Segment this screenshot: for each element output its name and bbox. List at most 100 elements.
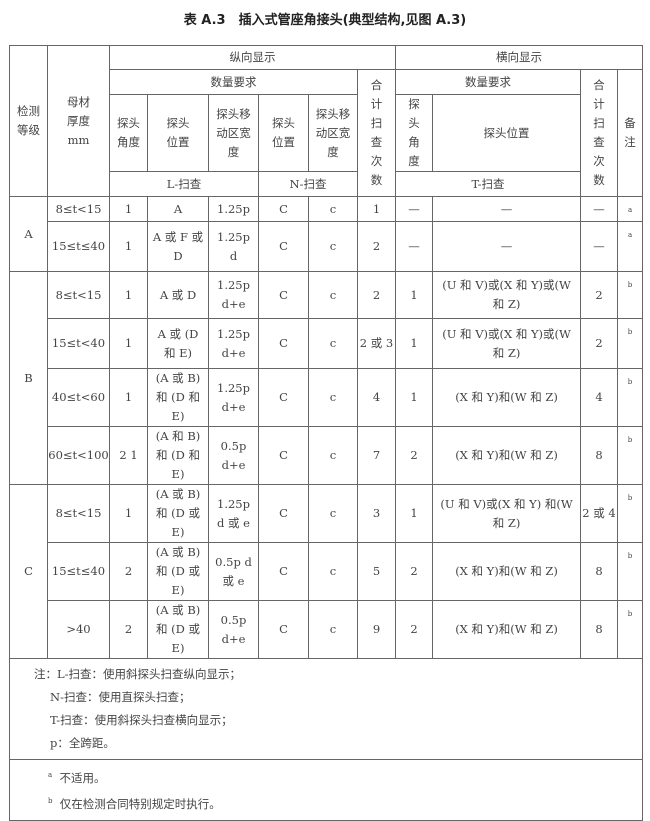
tangle-cell: 1 (395, 484, 434, 543)
nmove-cell: c (308, 542, 358, 601)
header-n-probe-move: 探头移动区宽度 (308, 94, 358, 172)
note-cell: b (617, 426, 644, 485)
npos-cell: C (258, 600, 309, 659)
header-thickness: 母材厚度 mm (47, 45, 110, 197)
header-t-probe-angle: 探头角度 (395, 94, 434, 172)
t-cell: 15≤t≤40 (47, 221, 110, 272)
npos-cell: C (258, 368, 309, 427)
pos-cell: (A 或 B)和 (D 或 E) (147, 600, 209, 659)
npos-cell: C (258, 484, 309, 543)
note-cell: a (617, 196, 644, 222)
ttotal-cell: 2 (580, 318, 619, 369)
header-grade: 检测等级 (9, 45, 48, 197)
npos-cell: C (258, 426, 309, 485)
total-cell: 2 (356, 221, 397, 272)
t-cell: 15≤t≤40 (47, 542, 110, 601)
nmove-cell: c (308, 426, 358, 485)
total-cell: 1 (356, 196, 397, 222)
header-n-scan: N-扫查 (258, 171, 358, 197)
note-cell: b (617, 368, 644, 427)
tangle-cell: 2 (395, 542, 434, 601)
nmove-cell: c (308, 368, 358, 427)
angle-cell: 1 (109, 196, 148, 222)
tangle-cell: 1 (395, 271, 434, 319)
nmove-cell: c (308, 196, 358, 222)
tpos-cell: — (432, 196, 582, 222)
header-t-total: 合计扫查次数 (580, 69, 619, 197)
t-cell: 8≤t<15 (47, 271, 110, 319)
total-cell: 7 (356, 426, 397, 485)
tangle-cell: 2 (395, 426, 434, 485)
note-cell: b (617, 484, 644, 543)
ttotal-cell: 2 (580, 271, 619, 319)
note-line: p：全跨距。 (50, 736, 115, 750)
grade-cell: B (9, 271, 48, 485)
note-cell: b (617, 271, 644, 319)
ttotal-cell: 8 (580, 426, 619, 485)
ttotal-cell: 8 (580, 600, 619, 659)
angle-cell: 1 (109, 271, 148, 319)
header-transverse: 横向显示 (395, 45, 644, 70)
note-cell: b (617, 318, 644, 369)
move-cell: 1.25p d (208, 221, 259, 272)
total-cell: 2 或 3 (356, 318, 397, 369)
nmove-cell: c (308, 271, 358, 319)
tangle-cell: 2 (395, 600, 434, 659)
move-cell: 0.5p d 或 e (208, 542, 259, 601)
header-longitudinal: 纵向显示 (108, 45, 397, 70)
pos-cell: (A 或 B)和 (D 或 E) (147, 542, 209, 601)
tangle-cell: — (395, 221, 434, 272)
angle-cell: 1 (109, 221, 148, 272)
header-n-probe-position: 探头位置 (258, 94, 309, 172)
header-probe-angle: 探头角度 (109, 94, 148, 172)
note-cell: a (617, 221, 644, 272)
tpos-cell: — (432, 221, 582, 272)
pos-cell: A 或 (D 和 E) (147, 318, 209, 369)
tpos-cell: (U 和 V)或(X 和 Y)或(W 和 Z) (432, 318, 582, 369)
note-cell: b (617, 542, 644, 601)
ttotal-cell: 2 或 4 (580, 484, 619, 543)
footnote: b 仅在检测合同特别规定时执行。 (48, 796, 221, 811)
header-t-probe-position: 探头位置 (432, 94, 582, 172)
pos-cell: A (147, 196, 209, 222)
move-cell: 1.25p d+e (208, 318, 259, 369)
nmove-cell: c (308, 484, 358, 543)
total-cell: 5 (356, 542, 397, 601)
tpos-cell: (X 和 Y)和(W 和 Z) (432, 368, 582, 427)
ttotal-cell: 4 (580, 368, 619, 427)
angle-cell: 1 (109, 484, 148, 543)
ttotal-cell: 8 (580, 542, 619, 601)
npos-cell: C (258, 271, 309, 319)
note-cell: b (617, 600, 644, 659)
nmove-cell: c (308, 600, 358, 659)
t-cell: 40≤t<60 (47, 368, 110, 427)
inspection-table: 检测等级 母材厚度 mm 纵向显示 横向显示 数量要求 合计扫查次数 数量要求 … (8, 45, 644, 821)
angle-cell: 2 (109, 542, 148, 601)
header-probe-position: 探头位置 (147, 94, 209, 172)
tangle-cell: 1 (395, 368, 434, 427)
angle-cell: 1 (109, 368, 148, 427)
grade-cell: A (9, 196, 48, 272)
tpos-cell: (X 和 Y)和(W 和 Z) (432, 600, 582, 659)
note-line: T-扫查：使用斜探头扫查横向显示； (50, 713, 233, 727)
t-cell: 8≤t<15 (47, 484, 110, 543)
npos-cell: C (258, 196, 309, 222)
t-cell: >40 (47, 600, 110, 659)
move-cell: 0.5p d+e (208, 600, 259, 659)
footnotes: a 不适用。 b 仅在检测合同特别规定时执行。 (8, 759, 644, 821)
pos-cell: A 或 D (147, 271, 209, 319)
move-cell: 1.25p d+e (208, 368, 259, 427)
grade-cell: C (9, 484, 48, 659)
header-quantity: 数量要求 (109, 69, 358, 95)
t-cell: 8≤t<15 (47, 196, 110, 222)
angle-cell: 1 (109, 318, 148, 369)
npos-cell: C (258, 542, 309, 601)
move-cell: 1.25p (208, 196, 259, 222)
